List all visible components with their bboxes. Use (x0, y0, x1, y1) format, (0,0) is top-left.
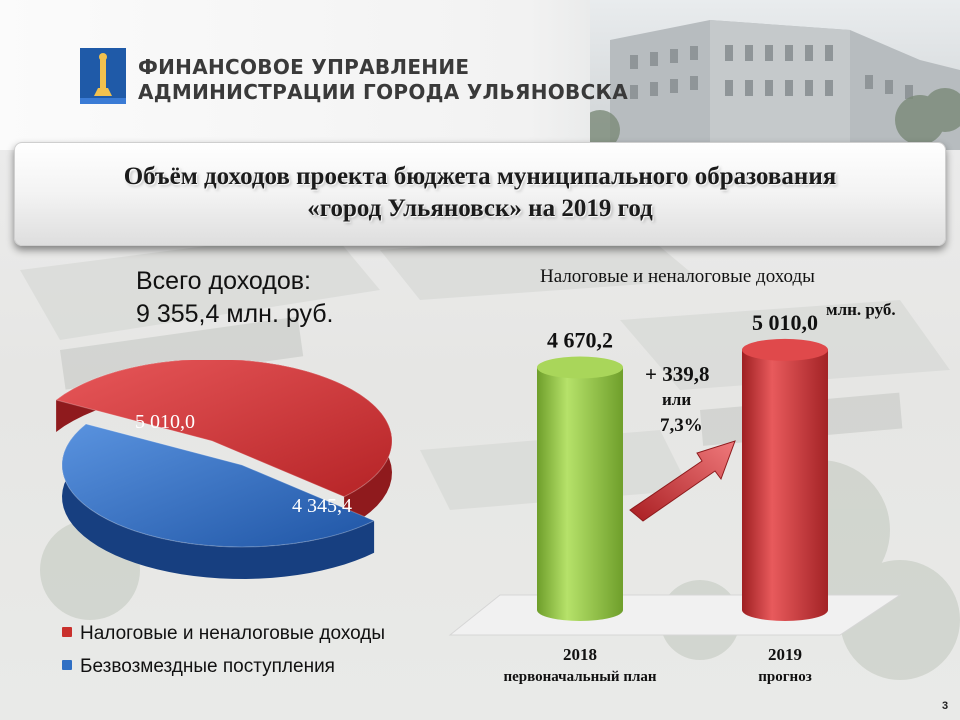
legend-item-grants: Безвозмездные поступления (62, 656, 335, 678)
bar-2018 (537, 367, 623, 621)
org-name-line1: ФИНАНСОВОЕ УПРАВЛЕНИЕ (138, 55, 470, 79)
bar-floor (448, 594, 902, 636)
bar-chart-unit: млн. руб. (826, 300, 896, 319)
org-name-line2: АДМИНИСТРАЦИИ ГОРОДА УЛЬЯНОВСКА (138, 80, 628, 104)
building-photo (590, 0, 960, 150)
pie-chart: 5 010,0 4 345,4 (55, 360, 393, 579)
bar-2019 (742, 349, 828, 621)
bar-value-label-2019: 5 010,0 (752, 310, 818, 335)
legend-swatch-blue (62, 660, 72, 670)
bar-category-sublabel-2018: первоначальный план (503, 669, 656, 685)
pie-label-red: 5 010,0 (135, 411, 195, 433)
legend-label-grants: Безвозмездные поступления (80, 656, 335, 677)
growth-or: или (662, 390, 691, 409)
slide-title-line2: «город Ульяновск» на 2019 год (307, 195, 653, 222)
growth-arrow (629, 440, 736, 522)
legend-swatch-red (62, 627, 72, 637)
pie-slice-1 (55, 360, 393, 498)
pie-slice-2 (61, 423, 376, 548)
pie-label-blue: 4 345,4 (292, 495, 352, 517)
total-income-value: 9 355,4 млн. руб. (136, 300, 334, 328)
growth-amount: + 339,8 (645, 362, 709, 386)
slide-title-line1: Объём доходов проекта бюджета муниципаль… (123, 163, 837, 190)
bar-category-label-2019: 2019 (768, 645, 802, 664)
bar-top-2018 (537, 356, 623, 379)
page-number: 3 (942, 700, 949, 712)
growth-percent: 7,3% (660, 415, 703, 436)
total-income-label: Всего доходов: (136, 267, 311, 295)
bar-category-label-2018: 2018 (563, 645, 597, 664)
bar-category-sublabel-2019: прогноз (758, 669, 811, 685)
coat-of-arms-logo (80, 48, 126, 104)
slide-title-box: Объём доходов проекта бюджета муниципаль… (14, 142, 946, 246)
bar-chart: 4 670,2 2018 первоначальный план 5 010,0 201… (448, 266, 902, 685)
legend-item-tax: Налоговые и неналоговые доходы (62, 623, 385, 645)
pie-slice-side-2 (62, 424, 375, 579)
bar-value-label-2018: 4 670,2 (547, 328, 613, 353)
legend-label-tax: Налоговые и неналоговые доходы (80, 623, 386, 644)
bar-top-2019 (742, 338, 828, 361)
bar-chart-title: Налоговые и неналоговые доходы (540, 266, 815, 287)
